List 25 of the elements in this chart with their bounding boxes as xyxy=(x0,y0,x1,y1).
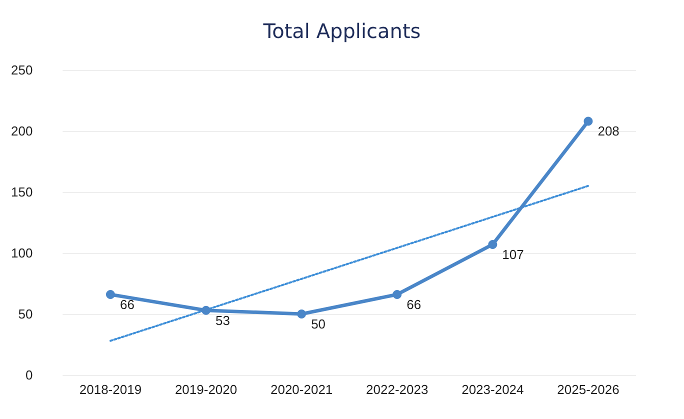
x-tick-label: 2025-2026 xyxy=(557,382,620,397)
point xyxy=(297,310,306,318)
point xyxy=(392,290,402,299)
y-tick-label: 100 xyxy=(10,246,33,260)
y-tick-label: 50 xyxy=(18,306,33,322)
x-tick-label: 2022-2023 xyxy=(366,382,428,397)
y-tick-label: 150 xyxy=(10,184,33,200)
data-label: 66 xyxy=(406,296,422,312)
data-label: 107 xyxy=(502,246,524,262)
x-tick-label: 2019-2020 xyxy=(174,382,238,397)
point xyxy=(584,116,593,126)
point xyxy=(488,240,498,249)
y-tick-label: 250 xyxy=(10,62,33,78)
data-label: 53 xyxy=(216,312,230,328)
point xyxy=(106,290,115,299)
y-tick-label: 200 xyxy=(10,124,33,138)
data-label: 50 xyxy=(311,316,326,332)
data-label: 66 xyxy=(120,296,134,312)
point xyxy=(202,306,211,315)
data-label: 208 xyxy=(598,124,620,139)
y-tick-label: 0 xyxy=(25,368,33,382)
chart-title: Total Applicants xyxy=(262,19,421,43)
x-tick-label: 2023-2024 xyxy=(462,382,524,397)
x-tick-label: 2018-2019 xyxy=(79,382,142,397)
x-tick-label: 2020-2021 xyxy=(270,382,333,397)
